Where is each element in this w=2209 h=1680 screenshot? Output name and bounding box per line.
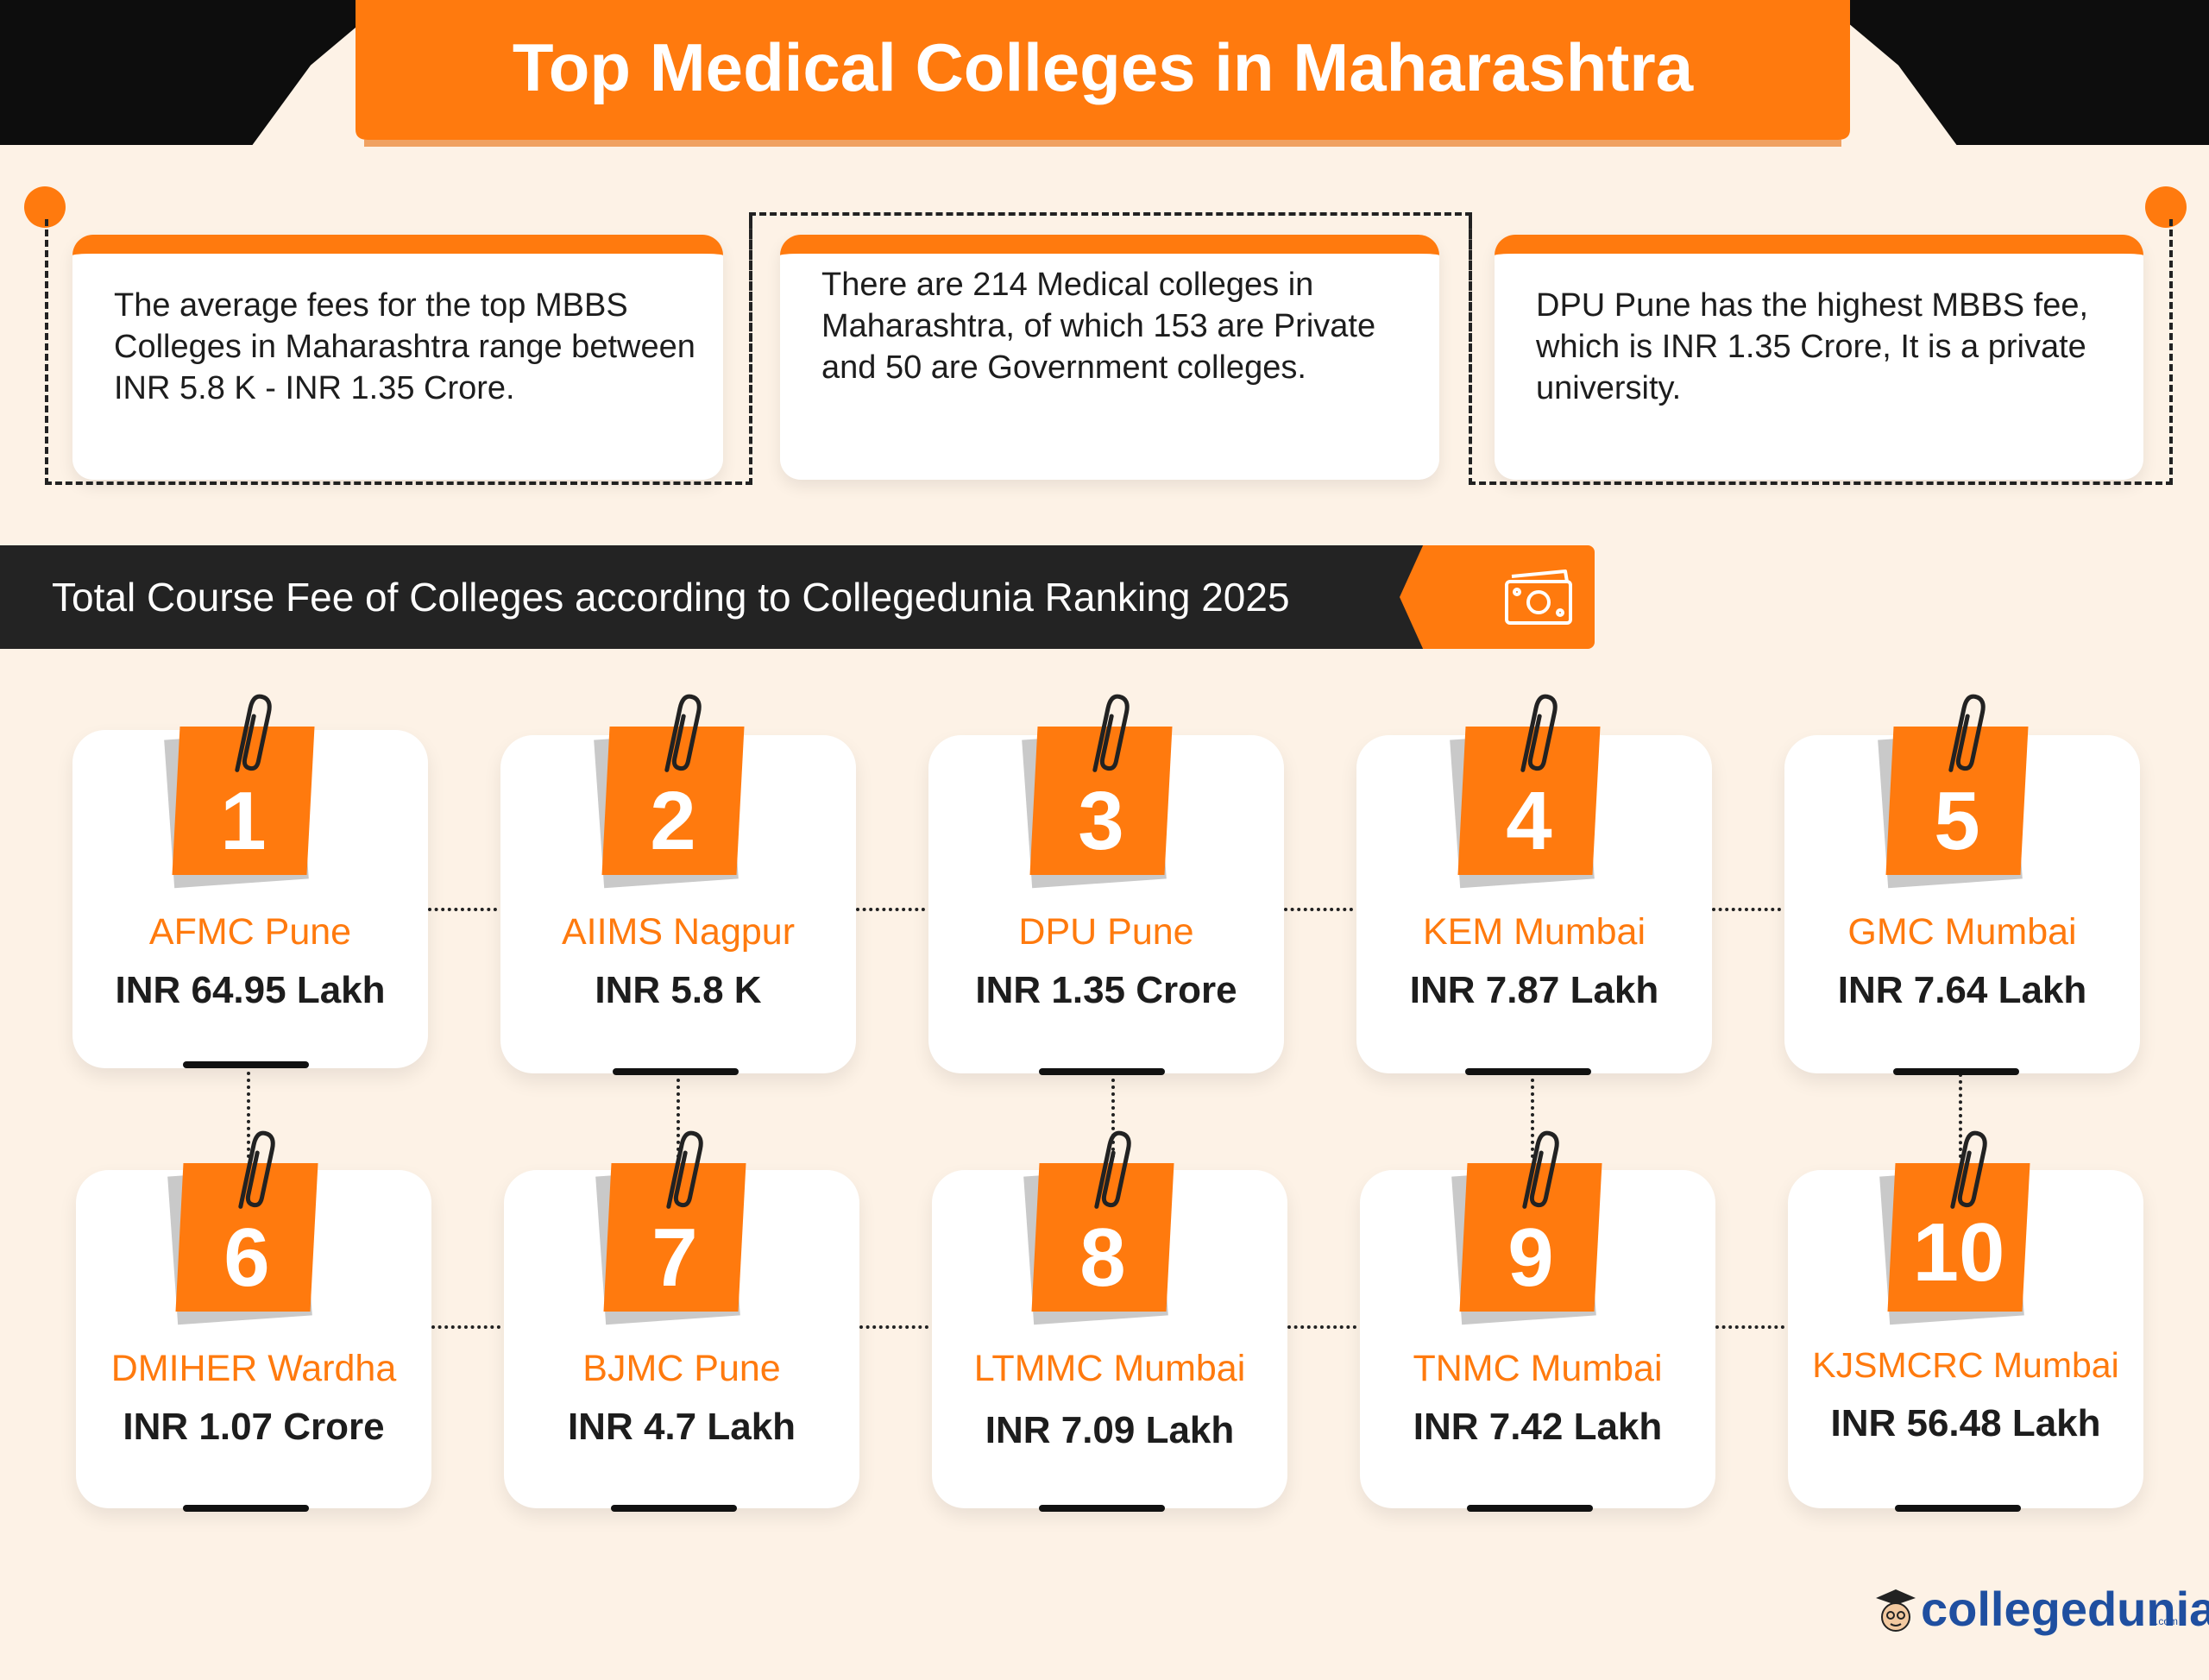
info-text-2: There are 214 Medical colleges in Mahara… — [821, 267, 1376, 386]
college-fee-3: INR 1.35 Crore — [975, 969, 1237, 1011]
card-underline — [1893, 1068, 2019, 1075]
rank-number-3: 3 — [1078, 775, 1124, 867]
college-fee-5: INR 7.64 Lakh — [1837, 969, 2087, 1011]
connector — [859, 1325, 928, 1329]
college-name-7: BJMC Pune — [582, 1348, 781, 1389]
paperclip-icon — [1950, 1130, 1987, 1209]
college-name-2: AIIMS Nagpur — [561, 911, 796, 953]
paperclip-icon — [1092, 694, 1130, 772]
college-name-1: AFMC Pune — [148, 911, 352, 953]
collegedunia-logo-suffix: .com — [2156, 1615, 2179, 1627]
college-name-5: GMC Mumbai — [1847, 911, 2077, 953]
college-name-4: KEM Mumbai — [1422, 911, 1646, 953]
connector — [677, 1079, 680, 1158]
card-underline — [1039, 1068, 1165, 1075]
paperclip-icon — [1948, 694, 1986, 772]
collegedunia-mascot-icon — [1876, 1589, 1916, 1632]
paperclip-icon — [1520, 694, 1558, 772]
college-fee-10: INR 56.48 Lakh — [1830, 1402, 2101, 1444]
college-name-9: TNMC Mumbai — [1413, 1348, 1663, 1389]
paperclip-icon — [666, 1130, 703, 1209]
paperclip-icon — [664, 694, 702, 772]
college-fee-8: INR 7.09 Lakh — [985, 1409, 1235, 1451]
section-header-bar — [0, 545, 1489, 649]
rank-number-2: 2 — [650, 775, 696, 867]
connector — [1284, 908, 1353, 911]
connector — [856, 908, 925, 911]
decor-dot-right — [2145, 186, 2187, 228]
title-band-left — [0, 0, 388, 145]
college-fee-7: INR 4.7 Lakh — [567, 1406, 796, 1448]
card-underline — [611, 1505, 737, 1512]
paperclip-icon — [235, 694, 272, 772]
info-card-3 — [1495, 235, 2143, 480]
connector — [428, 908, 497, 911]
card-underline — [183, 1505, 309, 1512]
info-text-3: DPU Pune has the highest MBBS fee, which… — [1536, 287, 2089, 406]
connector — [1531, 1079, 1534, 1158]
rank-number-4: 4 — [1506, 775, 1552, 867]
connector — [1715, 1325, 1784, 1329]
college-fee-2: INR 5.8 K — [595, 969, 762, 1011]
college-fee-6: INR 1.07 Crore — [123, 1406, 385, 1448]
connector — [1712, 908, 1781, 911]
info-card-2 — [780, 235, 1439, 480]
college-name-10: KJSMCRC Mumbai — [1812, 1345, 2119, 1385]
card-underline — [183, 1061, 309, 1068]
card-underline — [613, 1068, 739, 1075]
college-name-3: DPU Pune — [1018, 911, 1194, 953]
connector — [247, 1072, 250, 1158]
connector — [1287, 1325, 1356, 1329]
collegedunia-logo: collegedunia — [1921, 1582, 2209, 1636]
college-fee-9: INR 7.42 Lakh — [1413, 1406, 1663, 1448]
page-title: Top Medical Colleges in Maharashtra — [512, 29, 1694, 105]
connector — [431, 1325, 500, 1329]
section-header-tag — [1400, 545, 1595, 649]
rank-number-9: 9 — [1507, 1211, 1554, 1304]
info-frame-3 — [1469, 219, 2173, 485]
title-band-right — [1821, 0, 2209, 145]
connector — [1959, 1073, 1962, 1158]
college-name-6: DMIHER Wardha — [110, 1348, 397, 1389]
rank-number-5: 5 — [1934, 775, 1980, 867]
rank-number-7: 7 — [651, 1211, 698, 1304]
card-underline — [1465, 1068, 1591, 1075]
rank-number-6: 6 — [223, 1211, 270, 1304]
paperclip-icon — [1522, 1130, 1559, 1209]
info-text-1: The average fees for the top MBBS Colleg… — [114, 287, 695, 406]
section-header: Total Course Fee of Colleges according t… — [52, 575, 1290, 620]
college-fee-4: INR 7.87 Lakh — [1409, 969, 1659, 1011]
info-card-1 — [72, 235, 723, 480]
connector — [1111, 1079, 1115, 1158]
rank-number-8: 8 — [1079, 1211, 1126, 1304]
college-fee-1: INR 64.95 Lakh — [115, 969, 386, 1011]
rank-number-1: 1 — [220, 775, 267, 867]
paperclip-icon — [238, 1130, 275, 1209]
rank-number-10: 10 — [1912, 1206, 2005, 1299]
college-name-8: LTMMC Mumbai — [973, 1348, 1246, 1389]
card-underline — [1895, 1505, 2021, 1512]
money-icon — [1505, 569, 1572, 625]
card-underline — [1467, 1505, 1593, 1512]
title-ribbon — [356, 0, 1850, 147]
paperclip-icon — [1094, 1130, 1131, 1209]
card-underline — [1039, 1505, 1165, 1512]
